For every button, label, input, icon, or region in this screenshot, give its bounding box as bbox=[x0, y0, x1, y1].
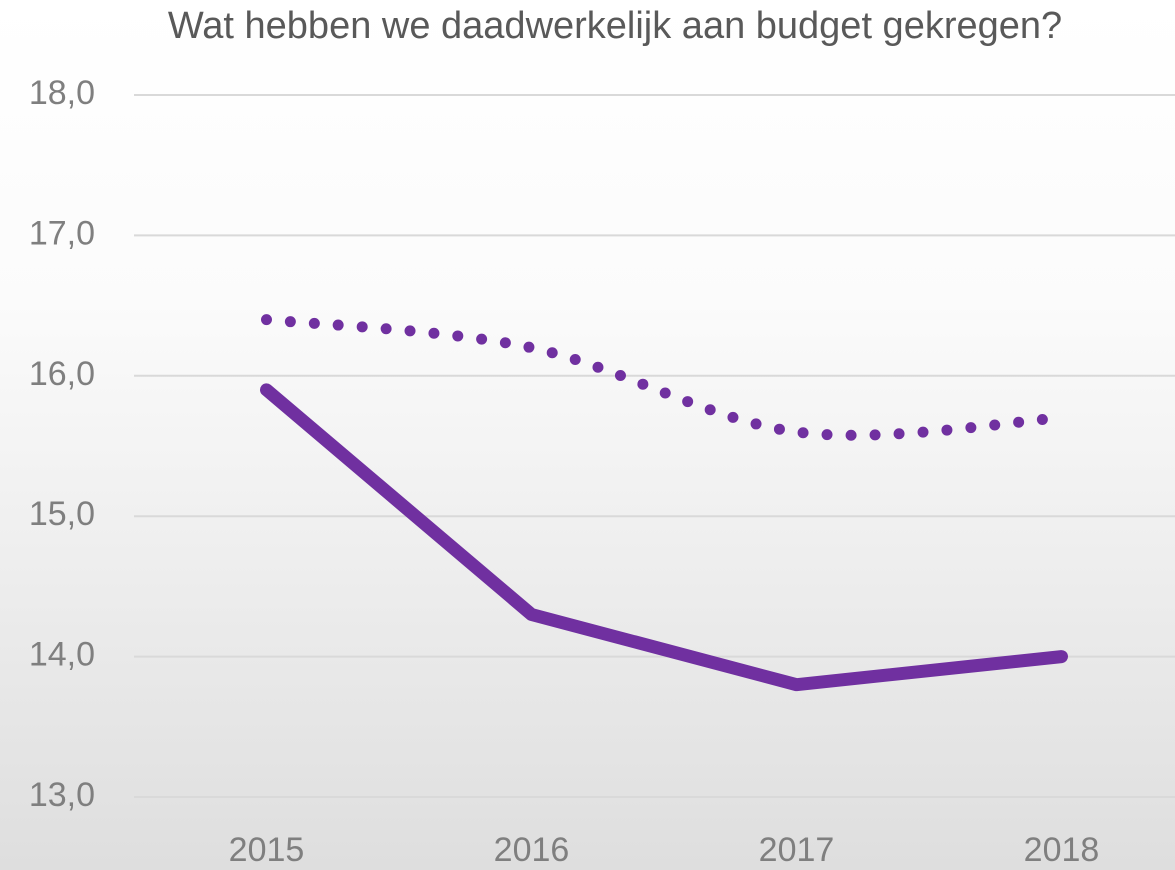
x-tick-label: 2016 bbox=[494, 831, 570, 869]
y-tick-label: 16,0 bbox=[29, 355, 95, 393]
y-tick-label: 17,0 bbox=[29, 214, 95, 252]
series-line bbox=[260, 383, 1068, 692]
x-tick-label: 2017 bbox=[759, 831, 835, 869]
series-line bbox=[261, 314, 1067, 441]
y-tick-label: 15,0 bbox=[29, 495, 95, 533]
y-tick-label: 14,0 bbox=[29, 636, 95, 674]
x-tick-label: 2018 bbox=[1024, 831, 1100, 869]
x-tick-label: 2015 bbox=[229, 831, 305, 869]
y-tick-label: 13,0 bbox=[29, 776, 95, 814]
y-tick-label: 18,0 bbox=[29, 74, 95, 112]
chart-title: Wat hebben we daadwerkelijk aan budget g… bbox=[168, 5, 1062, 47]
